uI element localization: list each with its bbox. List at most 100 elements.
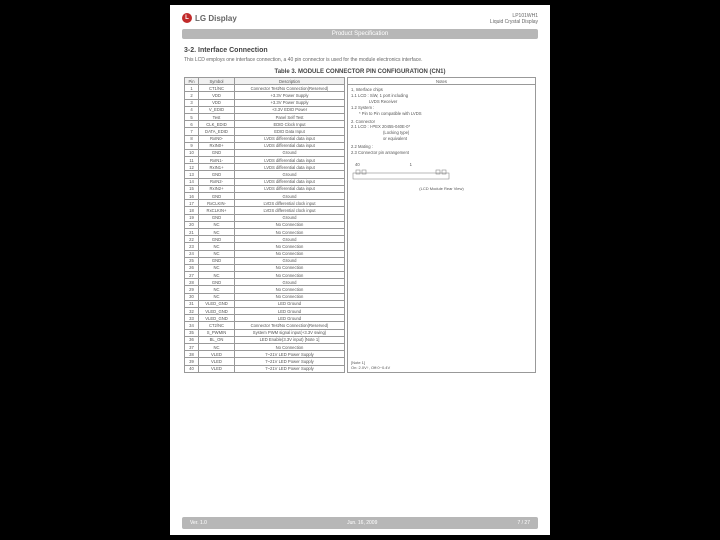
table-row: 29NCNo Connection [185, 286, 345, 293]
cell-symbol: VDD [199, 92, 235, 99]
cell-desc: LVDS differential clock input [235, 200, 345, 207]
table-row: 33VLED_GNDLED Ground [185, 315, 345, 322]
connector-icon [351, 168, 451, 182]
table-row: 8RxIN0-LVDS differential data input [185, 135, 345, 142]
cell-symbol: RxCLKIN+ [199, 207, 235, 214]
cell-symbol: DATA_EDID [199, 128, 235, 135]
table-row: 18RxCLKIN+LVDS differential clock input [185, 207, 345, 214]
cell-pin: 37 [185, 343, 199, 350]
cell-desc: No Connection [235, 250, 345, 257]
table-row: 27NCNo Connection [185, 272, 345, 279]
table-row: 10GNDGround [185, 149, 345, 156]
logo: L LG Display [182, 13, 237, 23]
page: L LG Display LP101WH1 Liquid Crystal Dis… [170, 5, 550, 535]
table-row: 9RxIN0+LVDS differential data input [185, 142, 345, 149]
table-row: 12RxIN1+LVDS differential data input [185, 164, 345, 171]
cell-pin: 21 [185, 228, 199, 235]
cell-pin: 12 [185, 164, 199, 171]
footer-date: Jun. 16, 2009 [347, 520, 377, 526]
cell-desc: 7~21V LED Power Supply [235, 358, 345, 365]
cell-pin: 25 [185, 257, 199, 264]
cell-symbol: GND [199, 257, 235, 264]
table-row: 13GNDGround [185, 171, 345, 178]
cell-symbol: VLED [199, 358, 235, 365]
cell-pin: 2 [185, 92, 199, 99]
cell-pin: 20 [185, 221, 199, 228]
cell-symbol: VLED_GND [199, 300, 235, 307]
cell-symbol: CT1/NC [199, 85, 235, 92]
note-line: or equivalent [351, 136, 532, 142]
table-row: 15RxIN2+LVDS differential data input [185, 185, 345, 192]
note-line: 2.3 Connector pin arrangement [351, 150, 532, 156]
table-row: 26NCNo Connection [185, 264, 345, 271]
cell-symbol: GND [199, 279, 235, 286]
section-desc: This LCD employs one interface connectio… [184, 57, 536, 63]
cell-symbol: NC [199, 243, 235, 250]
table-row: 37NCNo Connection [185, 343, 345, 350]
table-row: 3VDD+3.3V Power Supply [185, 99, 345, 106]
footer-ver: Ver. 1.0 [190, 520, 207, 526]
cell-desc: No Connection [235, 228, 345, 235]
table-row: 36BL_ONLED Enable(3.3V input) [Note 1] [185, 336, 345, 343]
connector-caption: (LCD Module Rear View) [351, 186, 532, 192]
table-row: 28GNDGround [185, 279, 345, 286]
header: L LG Display LP101WH1 Liquid Crystal Dis… [170, 5, 550, 29]
note-line: * Pin to Pin compatible with LVDS [351, 111, 532, 117]
logo-text: LG Display [195, 14, 237, 23]
cell-desc: LED Ground [235, 308, 345, 315]
table-row: 19GNDGround [185, 214, 345, 221]
table-row: 31VLED_GNDLED Ground [185, 300, 345, 307]
cell-pin: 23 [185, 243, 199, 250]
cell-symbol: VDD [199, 99, 235, 106]
cell-pin: 19 [185, 214, 199, 221]
cell-pin: 35 [185, 329, 199, 336]
connector-diagram: 40 1 (LCD Module Rear View) [351, 162, 532, 191]
cell-pin: 14 [185, 178, 199, 185]
cell-pin: 30 [185, 293, 199, 300]
cell-symbol: VLED [199, 365, 235, 372]
cell-desc: LVDS differential data input [235, 135, 345, 142]
table-row: 25GNDGround [185, 257, 345, 264]
cell-symbol: VLED [199, 351, 235, 358]
footer-pages: 7 / 27 [517, 520, 530, 526]
cell-symbol: NC [199, 286, 235, 293]
cell-symbol: RxIN2- [199, 178, 235, 185]
cell-desc: Ground [235, 236, 345, 243]
table-row: 14RxIN2-LVDS differential data input [185, 178, 345, 185]
cell-symbol: GND [199, 149, 235, 156]
cell-symbol: RxIN0- [199, 135, 235, 142]
cell-desc: LED Enable(3.3V input) [Note 1] [235, 336, 345, 343]
cell-desc: System PWM signal input(+3.3V swing) [235, 329, 345, 336]
cell-symbol: RxIN2+ [199, 185, 235, 192]
cell-desc: LVDS differential data input [235, 185, 345, 192]
cell-pin: 9 [185, 142, 199, 149]
cell-symbol: CLK_EDID [199, 121, 235, 128]
table-row: 39VLED7~21V LED Power Supply [185, 358, 345, 365]
cell-pin: 6 [185, 121, 199, 128]
cell-desc: LVDS differential data input [235, 164, 345, 171]
cell-desc: LED Ground [235, 315, 345, 322]
cell-symbol: NC [199, 343, 235, 350]
cell-desc: +3.3V EDID Power [235, 106, 345, 113]
table-row: 1CT1/NCConnector Test/No Connection(Rese… [185, 85, 345, 92]
cell-desc: 7~21V LED Power Supply [235, 365, 345, 372]
cell-desc: Ground [235, 257, 345, 264]
cell-symbol: NC [199, 250, 235, 257]
cell-desc: No Connection [235, 286, 345, 293]
cell-pin: 34 [185, 322, 199, 329]
th-desc: Description [235, 78, 345, 85]
cell-pin: 38 [185, 351, 199, 358]
cell-pin: 15 [185, 185, 199, 192]
table-row: 5TestPanel Self Test [185, 113, 345, 120]
cell-symbol: GND [199, 171, 235, 178]
section-title: 3-2. Interface Connection [184, 47, 536, 54]
cell-symbol: VLED_GND [199, 308, 235, 315]
cell-pin: 7 [185, 128, 199, 135]
cell-pin: 27 [185, 272, 199, 279]
cell-desc: LVDS differential data input [235, 157, 345, 164]
table-row: 20NCNo Connection [185, 221, 345, 228]
cell-symbol: RxIN1+ [199, 164, 235, 171]
cell-symbol: GND [199, 193, 235, 200]
doc-line2: Liquid Crystal Display [490, 19, 538, 25]
cell-desc: EDID Data Input [235, 128, 345, 135]
